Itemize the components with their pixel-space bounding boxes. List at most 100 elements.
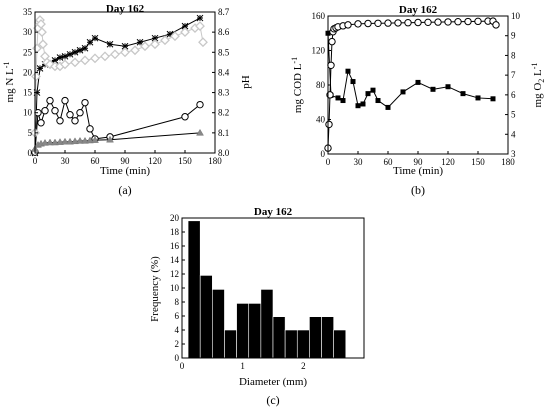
a-series-3-point <box>180 27 190 38</box>
a-series-2-point <box>81 136 89 144</box>
b-series-0-point <box>360 101 366 107</box>
panel-c-bar <box>236 303 250 359</box>
b-series-1-point <box>424 18 432 27</box>
a-series-3-point <box>120 47 130 58</box>
panel-b-ylabel-right-text: mg O <box>532 83 544 108</box>
c-ytick-label: 2 <box>175 339 180 349</box>
b-right-ytick-label: 3 <box>511 149 516 159</box>
a-right-ytick-label: 8.1 <box>218 128 229 138</box>
b-series-0-point <box>475 95 481 101</box>
a-xtick-label: 180 <box>208 156 222 166</box>
panel-b-ylabel-left: mg COD L-1 <box>290 57 304 113</box>
a-series-3-point <box>31 71 41 82</box>
b-series-0-point <box>350 79 356 85</box>
panel-c-bar <box>321 316 334 359</box>
c-ytick-label: 16 <box>170 241 180 251</box>
a-series-0-point <box>76 46 84 54</box>
panel-a-xlabel: Time (min) <box>100 165 150 177</box>
panel-c-xtick-label: 2 <box>301 361 306 371</box>
a-series-0-point <box>136 38 144 46</box>
panel-c-bar <box>309 316 322 359</box>
a-series-3-point <box>60 59 70 70</box>
c-ytick-label: 0 <box>175 353 180 363</box>
panel-c-title: Day 162 <box>254 206 293 218</box>
b-left-ytick-label: 120 <box>312 46 326 56</box>
a-series-2-point <box>56 138 64 145</box>
b-left-ytick-label: 80 <box>316 80 326 90</box>
b-xtick-label: 180 <box>501 157 515 167</box>
a-series-0-point <box>36 65 44 72</box>
b-series-1-point <box>325 120 333 129</box>
panel-c-bar <box>199 275 213 359</box>
panel-a-ylabel-left-text: mg N L <box>4 68 16 103</box>
a-series-2-point <box>106 135 114 143</box>
b-xtick-label: 90 <box>414 157 424 167</box>
a-series-0-point <box>61 52 69 60</box>
a-series-2-point <box>86 136 94 144</box>
a-series-1-point <box>61 96 69 105</box>
a-left-ytick-label: 20 <box>23 67 33 77</box>
a-series-2-point <box>61 137 69 145</box>
panel-c-bar <box>260 289 274 359</box>
a-left-ytick-label: 25 <box>23 47 33 57</box>
a-series-2-point <box>46 138 54 146</box>
b-series-0-point <box>460 91 466 97</box>
b-series-1-point <box>327 61 335 69</box>
a-right-ytick-label: 8.6 <box>218 27 230 37</box>
b-series-0-point <box>335 95 341 101</box>
a-series-1-point <box>71 117 79 125</box>
b-series-0-point <box>375 98 381 104</box>
panel-a-title: Day 162 <box>106 3 145 15</box>
a-right-ytick-label: 8.3 <box>218 88 230 98</box>
b-xtick-label: 30 <box>354 157 364 167</box>
panel-c-bar <box>224 329 237 359</box>
a-series-3-point <box>198 37 208 48</box>
a-series-1-point <box>41 107 49 115</box>
a-series-1-point <box>196 100 204 109</box>
a-series-1-point <box>46 96 54 105</box>
a-series-1-point <box>66 111 74 119</box>
panel-a-ylabel-left-sup: -1 <box>2 62 11 69</box>
a-series-3-point <box>130 45 140 56</box>
a-left-ytick-label: 10 <box>23 108 33 118</box>
b-series-1-point <box>454 18 462 26</box>
c-ytick-label: 12 <box>170 269 179 279</box>
panel-c-bar <box>333 329 347 359</box>
a-series-0-point <box>106 40 114 48</box>
a-series-3-point <box>80 55 90 66</box>
a-series-0-point <box>51 56 59 64</box>
b-series-0-point <box>445 84 451 90</box>
b-series-1-point <box>492 21 500 29</box>
panel-c-bar <box>212 289 225 359</box>
b-series-1-point <box>394 19 402 27</box>
b-xtick-label: 150 <box>471 157 485 167</box>
c-ytick-label: 8 <box>175 297 180 307</box>
panel-b-ylabel-left-sup: -1 <box>290 57 299 64</box>
a-left-ytick-label: 30 <box>23 27 33 37</box>
a-xtick-label: 0 <box>33 156 38 166</box>
a-series-0-point <box>81 44 89 52</box>
a-series-0-point <box>151 34 159 42</box>
panel-a-ylabel-right: pH <box>240 75 252 89</box>
a-series-1-point <box>76 109 84 117</box>
a-right-ytick-label: 8.7 <box>218 7 230 17</box>
b-right-ytick-label: 10 <box>511 11 521 21</box>
b-right-ytick-label: 8 <box>511 50 516 60</box>
a-series-0-point <box>71 48 79 56</box>
a-series-3-point <box>90 53 100 64</box>
a-series-3-point <box>195 21 205 32</box>
a-xtick-label: 90 <box>121 156 131 166</box>
panel-c-ylabel: Frequency (%) <box>149 256 161 322</box>
b-series-1-point <box>328 37 336 46</box>
a-xtick-label: 150 <box>178 156 192 166</box>
a-right-ytick-label: 8.2 <box>218 108 229 118</box>
panel-c-bar <box>272 316 286 359</box>
b-series-1-point <box>434 18 442 26</box>
a-series-3-point <box>37 27 47 38</box>
a-left-ytick-label: 0 <box>28 148 33 158</box>
b-series-0-point <box>345 68 351 74</box>
panel-c-xtick-label: 0 <box>180 361 185 371</box>
a-right-ytick-label: 8.5 <box>218 47 230 57</box>
panel-b-ylabel-left-text: mg COD L <box>292 63 304 113</box>
